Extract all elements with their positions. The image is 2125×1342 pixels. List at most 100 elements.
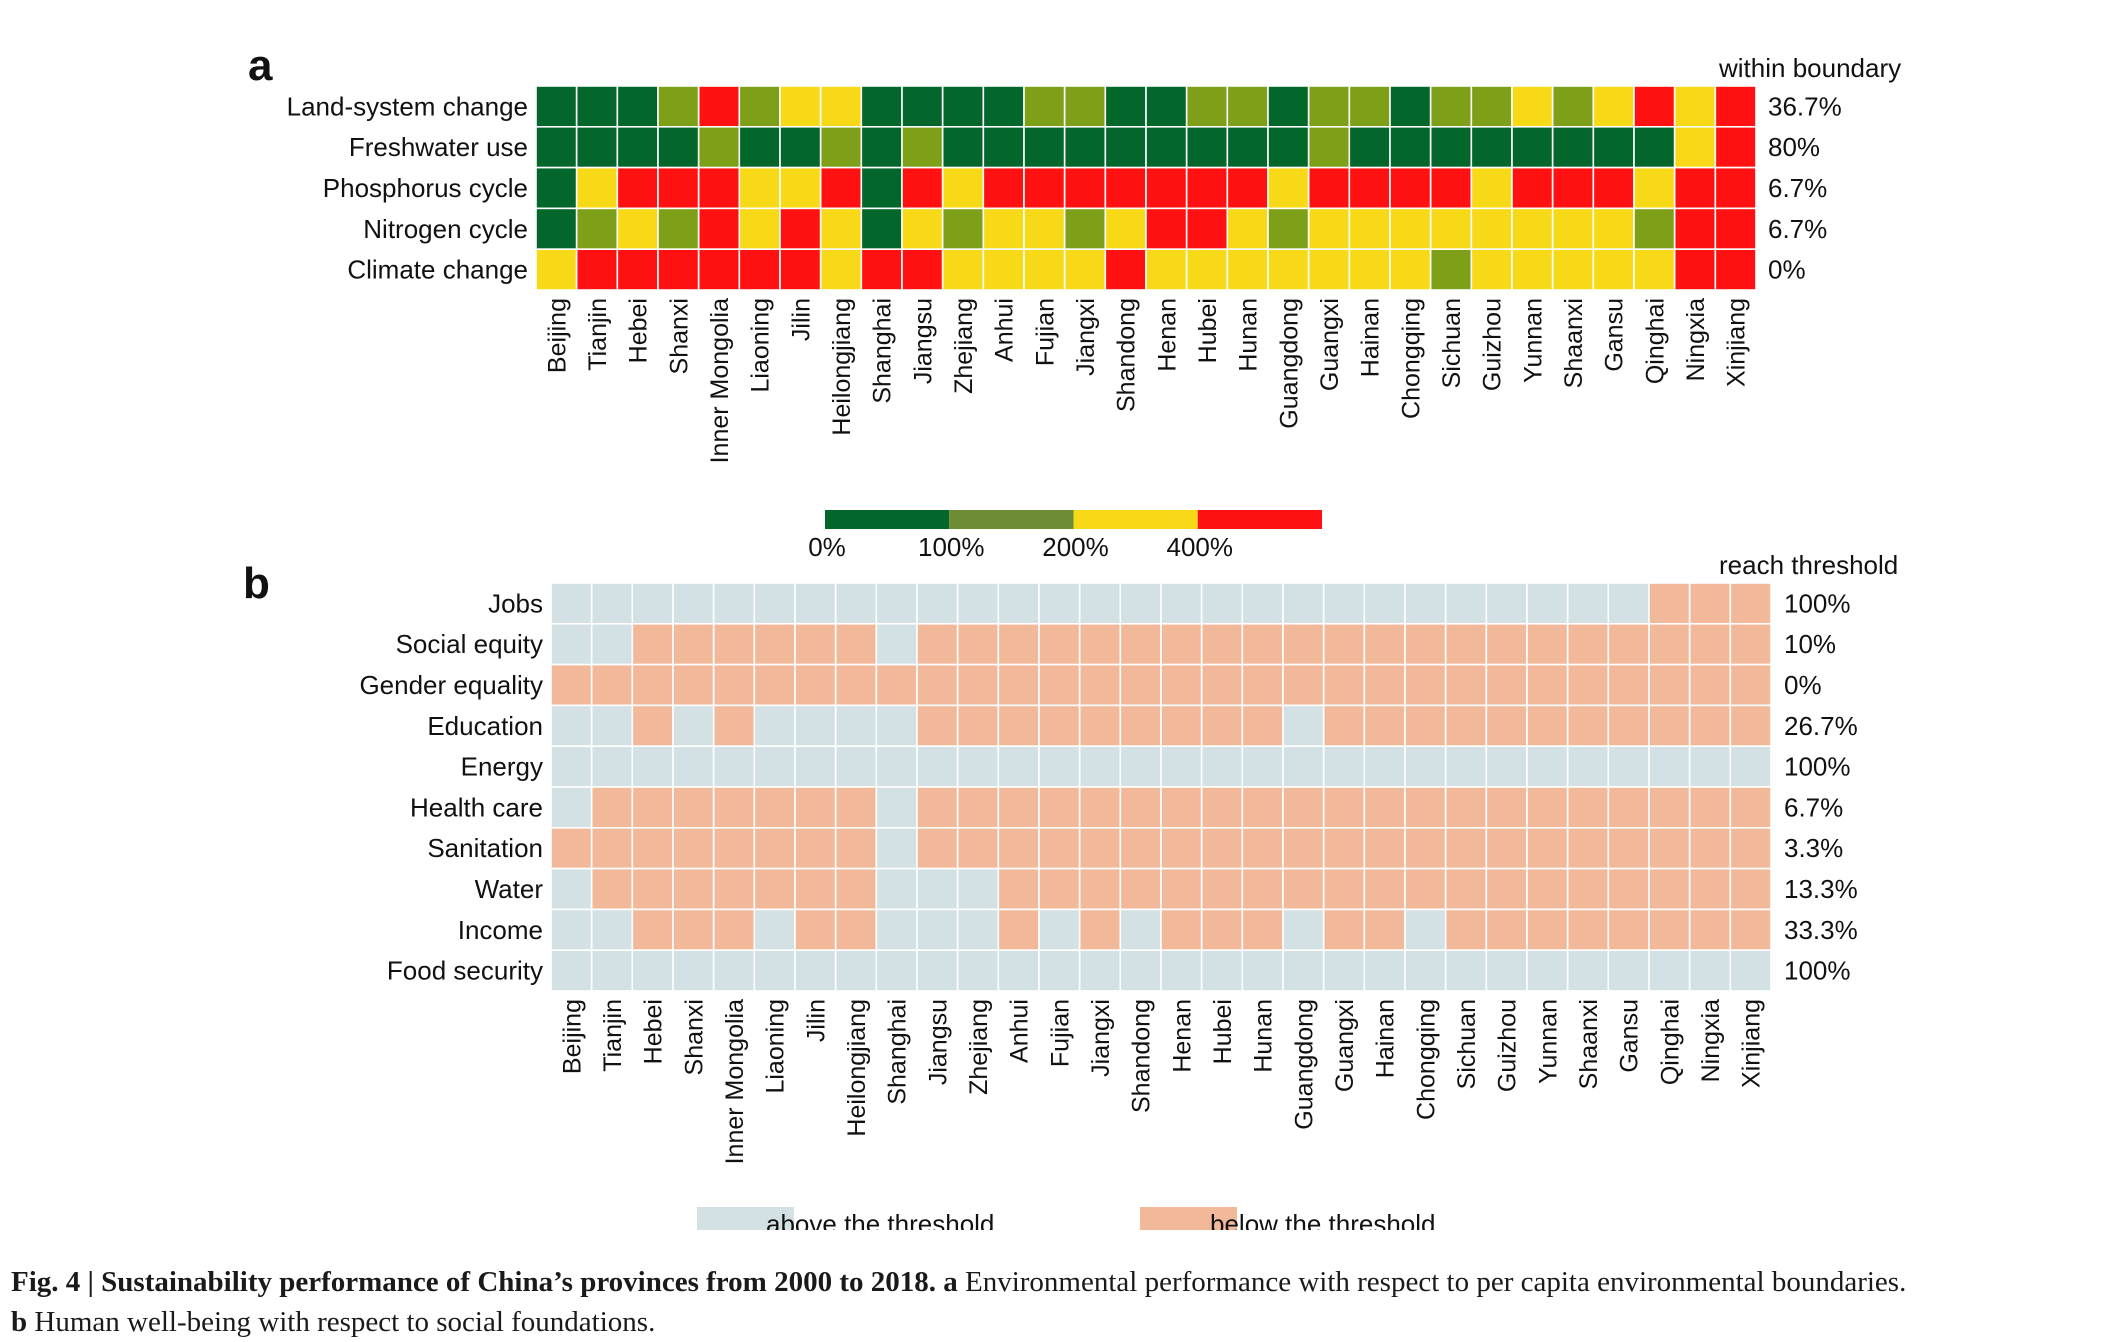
- heatmap-cell-freshwater-use-jiangxi: [1063, 126, 1107, 169]
- heatmap-cell-freshwater-use-hubei: [1185, 126, 1229, 169]
- col-label-anhui: Anhui: [1006, 999, 1034, 1063]
- col-label-jilin: Jilin: [787, 298, 815, 341]
- heatmap-cell-water-fujian: [1038, 867, 1081, 911]
- heatmap-cell-climate-change-qinghai: [1633, 248, 1676, 291]
- heatmap-cell-income-beijing: [550, 908, 593, 952]
- col-label-hainan: Hainan: [1372, 999, 1400, 1078]
- heatmap-cell-nitrogen-cycle-guizhou: [1470, 207, 1513, 250]
- heatmap-cell-energy-hebei: [631, 745, 674, 788]
- heatmap-cell-sanitation-hunan: [1241, 826, 1284, 870]
- heatmap-cell-water-sichuan: [1444, 867, 1488, 911]
- heatmap-cell-land-system-change-jiangsu: [901, 85, 944, 128]
- col-label-gansu: Gansu: [1601, 298, 1629, 372]
- heatmap-cell-energy-hubei: [1200, 745, 1244, 788]
- heatmap-cell-income-gansu: [1607, 908, 1650, 952]
- heatmap-cell-social-equity-fujian: [1038, 622, 1081, 666]
- heatmap-cell-income-zhejiang: [956, 908, 1000, 952]
- heatmap-cell-nitrogen-cycle-shandong: [1104, 207, 1147, 250]
- heatmap-cell-climate-change-guangxi: [1307, 248, 1351, 291]
- heatmap-cell-jobs-gansu: [1607, 582, 1650, 625]
- heatmap-cell-sanitation-fujian: [1038, 826, 1081, 870]
- heatmap-cell-freshwater-use-hunan: [1226, 126, 1269, 169]
- heatmap-cell-energy-shanghai: [875, 745, 918, 788]
- heatmap-cell-income-hainan: [1363, 908, 1406, 952]
- col-label-shanghai: Shanghai: [869, 298, 897, 404]
- colorbar-segment-3: [1197, 510, 1322, 529]
- panel-a-right-header: within boundary: [1718, 53, 1901, 83]
- heatmap-cell-education-hubei: [1200, 704, 1244, 748]
- heatmap-cell-energy-heilongjiang: [834, 745, 878, 788]
- heatmap-cell-education-shanghai: [875, 704, 918, 748]
- col-label-inner-mongolia: Inner Mongolia: [706, 298, 734, 463]
- heatmap-cell-phosphorus-cycle-gansu: [1592, 166, 1635, 210]
- heatmap-cell-energy-hainan: [1363, 745, 1406, 788]
- heatmap-cell-energy-henan: [1160, 745, 1203, 788]
- heatmap-cell-energy-shandong: [1119, 745, 1162, 788]
- heatmap-cell-income-anhui: [997, 908, 1040, 952]
- row-value-food-security: 100%: [1784, 956, 1851, 986]
- heatmap-cell-nitrogen-cycle-hubei: [1185, 207, 1229, 250]
- heatmap-cell-phosphorus-cycle-guangxi: [1307, 166, 1351, 210]
- heatmap-cell-health-care-qinghai: [1648, 786, 1691, 829]
- heatmap-cell-water-jiangsu: [916, 867, 959, 911]
- heatmap-cell-education-fujian: [1038, 704, 1081, 748]
- heatmap-cell-food-security-hunan: [1241, 949, 1284, 992]
- heatmap-cell-food-security-zhejiang: [956, 949, 1000, 992]
- legend-swatch-below: [1140, 1207, 1237, 1230]
- heatmap-cell-health-care-jilin: [794, 786, 837, 829]
- heatmap-cell-phosphorus-cycle-tianjin: [575, 166, 619, 210]
- heatmap-cell-gender-equality-heilongjiang: [834, 663, 878, 707]
- heatmap-cell-water-qinghai: [1648, 867, 1691, 911]
- heatmap-cell-climate-change-henan: [1145, 248, 1188, 291]
- caption-line1: Environmental performance with respect t…: [957, 1266, 1907, 1298]
- heatmap-cell-energy-chongqing: [1404, 745, 1447, 788]
- heatmap-cell-health-care-shandong: [1119, 786, 1162, 829]
- heatmap-cell-energy-fujian: [1038, 745, 1081, 788]
- heatmap-cell-freshwater-use-jilin: [779, 126, 822, 169]
- heatmap-cell-freshwater-use-tianjin: [575, 126, 619, 169]
- heatmap-cell-food-security-chongqing: [1404, 949, 1447, 992]
- heatmap-cell-water-beijing: [550, 867, 593, 911]
- row-value-phosphorus-cycle: 6.7%: [1768, 173, 1827, 203]
- heatmap-cell-food-security-jilin: [794, 949, 837, 992]
- heatmap-cell-gender-equality-gansu: [1607, 663, 1650, 707]
- heatmap-cell-phosphorus-cycle-xinjiang: [1714, 166, 1757, 210]
- heatmap-cell-sanitation-beijing: [550, 826, 593, 870]
- col-label-guangdong: Guangdong: [1290, 999, 1318, 1130]
- heatmap-cell-sanitation-xinjiang: [1729, 826, 1772, 870]
- heatmap-cell-education-anhui: [997, 704, 1040, 748]
- heatmap-cell-health-care-hainan: [1363, 786, 1406, 829]
- heatmap-cell-food-security-sichuan: [1444, 949, 1488, 992]
- heatmap-cell-social-equity-jiangsu: [916, 622, 959, 666]
- heatmap-cell-income-hunan: [1241, 908, 1284, 952]
- heatmap-cell-education-guangdong: [1282, 704, 1325, 748]
- heatmap-cell-energy-zhejiang: [956, 745, 1000, 788]
- heatmap-cell-income-inner-mongolia: [712, 908, 756, 952]
- heatmap-cell-land-system-change-guangdong: [1267, 85, 1310, 128]
- heatmap-cell-social-equity-inner-mongolia: [712, 622, 756, 666]
- heatmap-cell-freshwater-use-guangdong: [1267, 126, 1310, 169]
- heatmap-cell-sanitation-shandong: [1119, 826, 1162, 870]
- heatmap-cell-gender-equality-shaanxi: [1566, 663, 1610, 707]
- col-label-tianjin: Tianjin: [599, 999, 627, 1072]
- heatmap-cell-income-chongqing: [1404, 908, 1447, 952]
- heatmap-cell-health-care-zhejiang: [956, 786, 1000, 829]
- heatmap-cell-education-beijing: [550, 704, 593, 748]
- heatmap-cell-water-guangxi: [1322, 867, 1366, 911]
- heatmap-cell-climate-change-shandong: [1104, 248, 1147, 291]
- heatmap-cell-phosphorus-cycle-hunan: [1226, 166, 1269, 210]
- col-label-fujian: Fujian: [1031, 298, 1059, 366]
- heatmap-cell-climate-change-liaoning: [738, 248, 781, 291]
- heatmap-cell-health-care-shaanxi: [1566, 786, 1610, 829]
- col-label-guangxi: Guangxi: [1316, 298, 1344, 391]
- heatmap-cell-phosphorus-cycle-yunnan: [1511, 166, 1554, 210]
- colorbar-tick-0: 0%: [808, 532, 846, 562]
- heatmap-cell-climate-change-chongqing: [1389, 248, 1432, 291]
- heatmap-cell-education-ningxia: [1688, 704, 1732, 748]
- heatmap-cell-food-security-inner-mongolia: [712, 949, 756, 992]
- heatmap-cell-nitrogen-cycle-hainan: [1348, 207, 1391, 250]
- heatmap-cell-income-hubei: [1200, 908, 1244, 952]
- heatmap-cell-land-system-change-guizhou: [1470, 85, 1513, 128]
- heatmap-cell-education-chongqing: [1404, 704, 1447, 748]
- heatmap-cell-phosphorus-cycle-shanghai: [860, 166, 903, 210]
